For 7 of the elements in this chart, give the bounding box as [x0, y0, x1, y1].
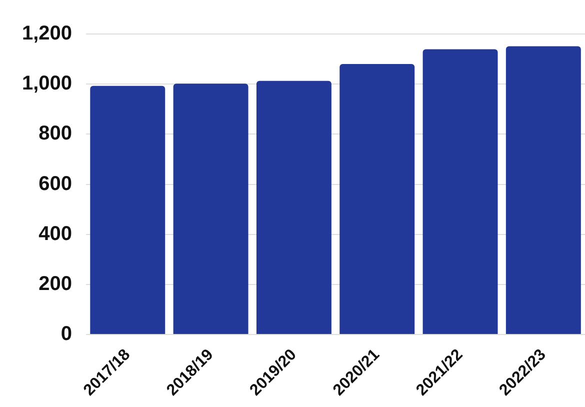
y-tick-label: 0	[60, 323, 72, 346]
y-tick-label: 600	[38, 172, 72, 195]
y-tick-label: 1,200	[22, 22, 72, 45]
y-tick-label: 200	[38, 272, 72, 295]
y-tick-label: 400	[38, 222, 72, 245]
y-tick-label: 1,000	[22, 72, 72, 95]
y-tick-label: 800	[38, 122, 72, 145]
